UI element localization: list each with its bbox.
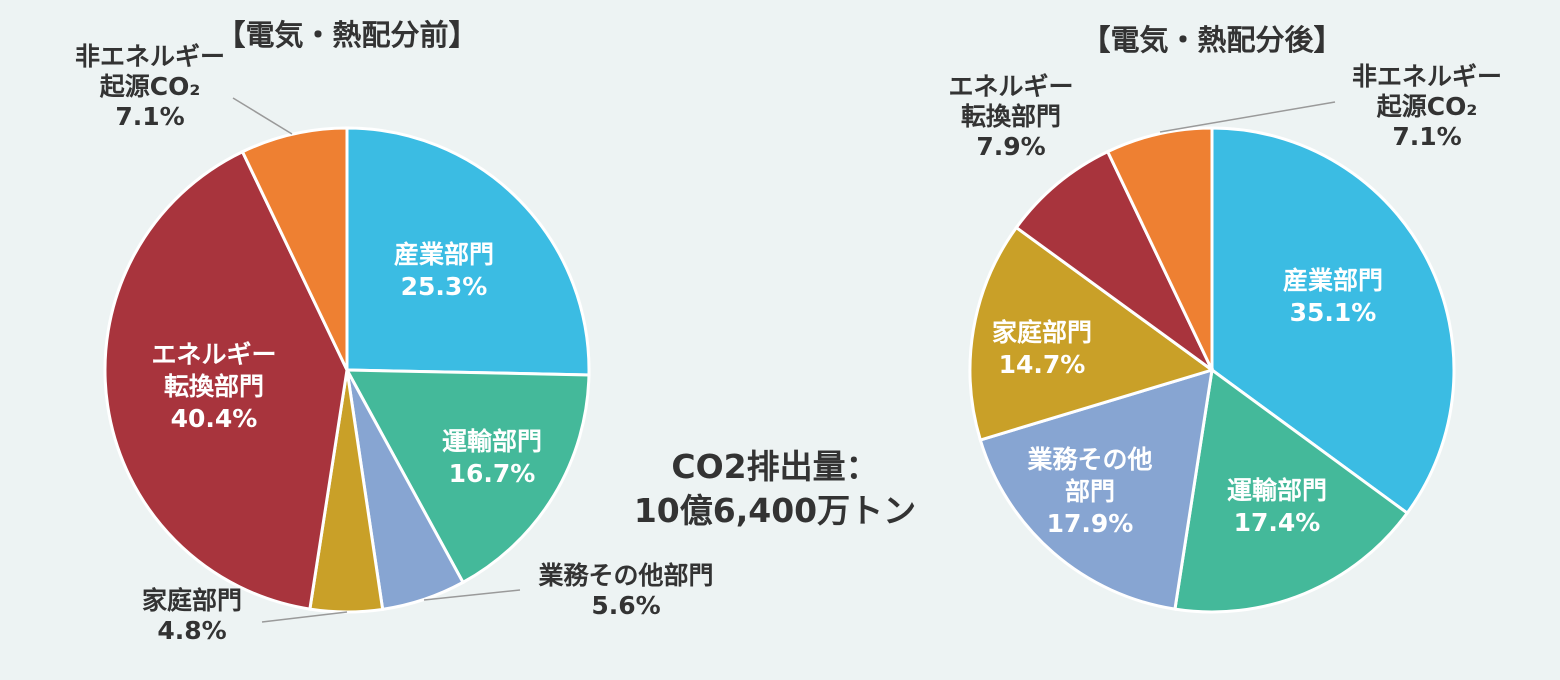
total-emissions-value: 10億6,400万トン [634,491,916,530]
slice-label-1-3: 家庭部門 14.7% [992,318,1092,379]
pie-slice-1-2 [978,367,1214,611]
pie-slice-0-0 [345,126,591,377]
slice-label-0-4: エネルギー転換部門 40.4% [151,340,276,433]
pie-slice-0-4 [103,149,349,611]
slice-label-1-4: エネルギー転換部門 7.9% [948,72,1073,161]
total-emissions-label: CO2排出量： [671,447,878,486]
slice-label-0-1: 運輸部門 16.7% [442,427,542,488]
pie-before: 産業部門 25.3% 運輸部門 16.7% 業務その他部門 5.6% 家庭部門 4.8% エネル… [75,42,714,645]
leader-line-0-5 [232,97,293,135]
pie-slice-1-5 [1105,126,1214,371]
slice-label-0-2: 業務その他部門 5.6% [538,561,713,620]
slice-label-1-2: 業務その他部門 17.9% [1027,445,1152,538]
pie-slice-1-0 [1210,126,1456,516]
pie-slice-1-4 [1014,149,1214,372]
pie-slice-1-1 [1173,367,1410,614]
slice-label-1-5: 非エネルギー起源CO₂ 7.1% [1352,62,1502,151]
pie-slice-0-5 [240,126,349,371]
leader-line-0-3 [261,611,348,623]
slice-label-1-1: 運輸部門 17.4% [1227,476,1327,537]
slice-label-0-0: 産業部門 25.3% [394,240,494,301]
pie-after: 産業部門 35.1% 運輸部門 17.4% 業務その他部門 17.9% 家庭部門 14.7% エ… [948,62,1502,614]
slice-label-0-3: 家庭部門 4.8% [142,586,242,645]
leader-line-0-2 [423,589,521,601]
chart-title-before: 【電気・熱配分前】 [216,18,477,52]
pie-slice-0-1 [344,368,591,585]
slice-label-1-0: 産業部門 35.1% [1283,266,1383,327]
pie-slice-1-3 [968,225,1216,442]
chart-title-after: 【電気・熱配分後】 [1081,23,1342,57]
slice-label-0-5: 非エネルギー起源CO₂ 7.1% [75,42,225,131]
leader-line-1-5 [1159,101,1336,133]
